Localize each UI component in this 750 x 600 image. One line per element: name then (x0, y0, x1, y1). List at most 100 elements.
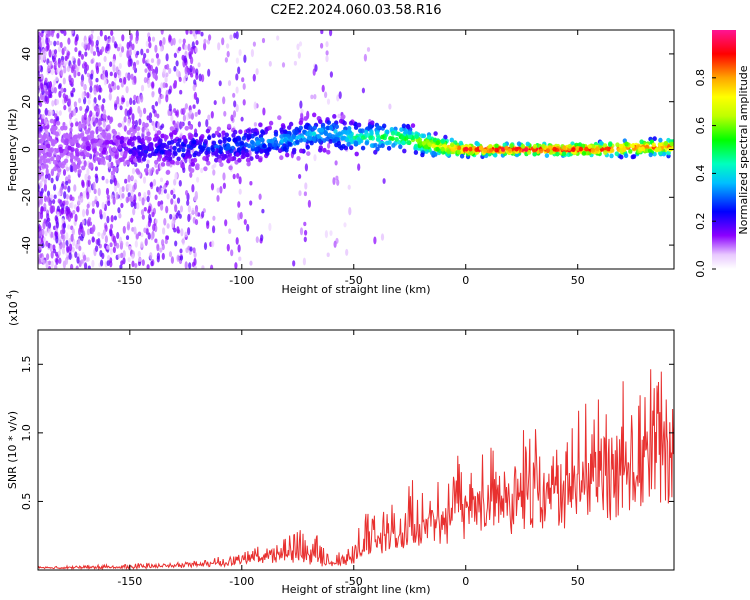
spectrogram-noise-point (238, 176, 242, 185)
spectrogram-ridge-point (370, 120, 375, 126)
spectrogram-ridge-point (203, 139, 208, 144)
spectrogram-noise-point (157, 121, 161, 130)
spectrogram-ridge-point (639, 139, 644, 145)
spectrogram-ridge-point (325, 136, 330, 142)
spectrogram-ridge-point (630, 143, 635, 149)
spectrogram-noise-point (187, 43, 191, 52)
spectrogram-noise-point (60, 59, 64, 66)
spectrogram-ridge-point (360, 145, 366, 151)
spectrogram-noise-point (388, 103, 392, 110)
spectrogram-ridge-point (624, 141, 629, 147)
spectrogram-noise-point (57, 250, 62, 256)
spectrogram-noise-point (58, 236, 62, 244)
spectrogram-ridge-point (590, 143, 596, 149)
spectrogram-noise-point (39, 196, 43, 205)
spectrogram-noise-point (205, 119, 209, 128)
spectrogram-noise-point (71, 56, 75, 61)
spectrogram-noise-point (304, 163, 308, 172)
spectrogram-ridge-point (360, 128, 365, 134)
spectrogram-ridge-point (90, 138, 95, 144)
spectrogram-noise-point (49, 243, 53, 253)
spectrogram-noise-point (329, 230, 333, 236)
spectrogram-noise-point (135, 233, 139, 240)
spectrogram-ridge-point (192, 139, 197, 145)
spectrogram-noise-point (94, 173, 98, 179)
spectrogram-noise-point (47, 173, 51, 181)
spectrogram-noise-point (102, 120, 106, 128)
spectrogram-noise-point (65, 194, 69, 200)
spectrogram-noise-point (67, 98, 72, 107)
spectrogram-ridge-point (427, 142, 432, 148)
spectrogram-ridge-point (38, 133, 43, 139)
spectrogram-noise-point (106, 194, 110, 200)
spectrogram-ridge-point (399, 127, 404, 132)
spectrogram-noise-point (103, 55, 107, 63)
snr-x-axis: -150 -100 -50 0 50 (117, 330, 585, 588)
spectrogram-noise-point (147, 189, 151, 196)
spectrogram-ridge-point (306, 135, 312, 141)
spectrogram-noise-point (157, 96, 162, 104)
spectrogram-noise-point (67, 224, 71, 230)
spectrogram-ridge-point (407, 130, 412, 136)
spectrogram-ridge-point (520, 144, 526, 149)
spectrogram-noise-point (126, 48, 130, 58)
spectrogram-ridge-point (85, 152, 91, 158)
spectrogram-ridge-point (328, 125, 334, 131)
spectrogram-noise-point (159, 46, 163, 52)
spectrogram-ridge-point (631, 154, 637, 159)
spectrogram-noise-point (127, 59, 131, 68)
spectrogram-ridge-point (532, 151, 537, 157)
spectrogram-ridge-point (181, 152, 186, 158)
spectrogram-noise-point (63, 46, 67, 52)
spectrogram-noise-point (143, 227, 147, 233)
spectrogram-noise-point (296, 43, 300, 51)
spectrogram-noise-point (50, 68, 55, 76)
spectrogram-noise-point (146, 58, 150, 64)
colorbar-tick-label: 0.0 (694, 260, 707, 278)
spectrogram-ridge-point (456, 145, 462, 151)
spectrogram-ridge-point (607, 142, 613, 148)
spectrogram-ridge-point (109, 151, 115, 157)
spectrogram-noise-point (94, 166, 99, 172)
spectrogram-noise-point (181, 54, 185, 61)
spectrogram-ridge-point (258, 157, 263, 163)
spectrogram-noise-point (292, 260, 296, 267)
figure-title: C2E2.2024.060.03.58.R16 (270, 3, 441, 18)
spectrogram-noise-point (313, 93, 317, 100)
spectrogram-ridge-point (488, 144, 493, 149)
spectrogram-noise-point (142, 57, 146, 64)
spectrogram-noise-point (101, 66, 105, 72)
spectrogram-noise-point (68, 74, 72, 81)
spectrogram-noise-point (132, 208, 136, 216)
spectrogram-ridge-point (446, 149, 451, 155)
spectrogram-noise-point (222, 96, 226, 105)
spectrogram-noise-point (216, 194, 220, 202)
spectrogram-noise-point (129, 97, 133, 106)
spectrogram-noise-point (106, 245, 110, 250)
spectrogram-noise-point (178, 179, 182, 187)
spectrogram-noise-point (109, 223, 114, 230)
spectrogram-noise-point (116, 242, 120, 249)
spectrogram-ridge-point (389, 126, 394, 132)
spectrogram-ridge-point (494, 147, 499, 153)
spectrogram-noise-point (57, 46, 62, 53)
spectrogram-ridge-point (615, 142, 620, 148)
spectrogram-noise-point (127, 73, 131, 81)
spectrogram-noise-point (143, 191, 147, 200)
spectrogram-noise-point (54, 215, 58, 222)
spectrogram-ridge-point (164, 150, 170, 155)
spectrogram-ridge-point (160, 133, 165, 139)
spectrogram-noise-point (198, 73, 202, 82)
spectrogram-ridge-point (468, 150, 474, 156)
x-tick-label: 50 (571, 575, 585, 588)
spectrogram-ridge-point (105, 124, 111, 130)
spectrogram-noise-point (147, 36, 151, 43)
spectrogram-noise-point (165, 235, 169, 241)
spectrogram-ridge-point (221, 130, 226, 136)
spectrogram-noise-point (123, 76, 127, 85)
spectrogram-noise-point (73, 108, 77, 116)
spectrogram-noise-point (41, 228, 45, 236)
spectrogram-ridge-point (50, 127, 55, 133)
spectrogram-ridge-point (657, 147, 662, 152)
spectrogram-ridge-point (137, 158, 142, 163)
